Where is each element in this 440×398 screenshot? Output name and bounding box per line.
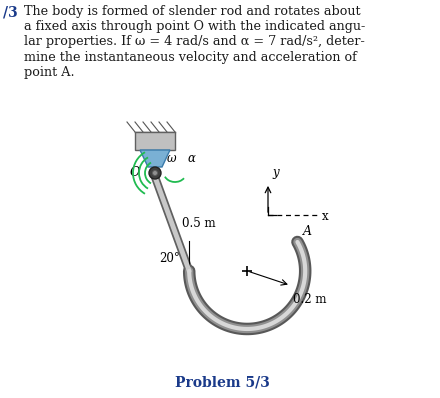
Text: mine the instantaneous velocity and acceleration of: mine the instantaneous velocity and acce…: [24, 51, 357, 64]
Text: y: y: [272, 166, 279, 179]
Bar: [135, 132, 175, 150]
Text: Problem 5/3: Problem 5/3: [175, 376, 269, 390]
Text: The body is formed of slender rod and rotates about: The body is formed of slender rod and ro…: [24, 5, 361, 18]
Text: 0.5 m: 0.5 m: [182, 217, 216, 230]
Text: point A.: point A.: [24, 66, 75, 79]
Text: ω: ω: [167, 152, 176, 166]
Circle shape: [153, 170, 158, 176]
Text: x: x: [322, 209, 329, 222]
Text: A: A: [304, 226, 312, 238]
Polygon shape: [140, 150, 170, 167]
Text: α: α: [187, 152, 195, 166]
Text: 20°: 20°: [159, 252, 180, 265]
Circle shape: [149, 167, 161, 179]
Text: 0.2 m: 0.2 m: [293, 293, 326, 306]
Text: O: O: [130, 166, 140, 179]
Text: /3: /3: [3, 5, 18, 19]
Text: lar properties. If ω = 4 rad/s and α = 7 rad/s², deter-: lar properties. If ω = 4 rad/s and α = 7…: [24, 35, 365, 49]
Text: a fixed axis through point O with the indicated angu-: a fixed axis through point O with the in…: [24, 20, 365, 33]
